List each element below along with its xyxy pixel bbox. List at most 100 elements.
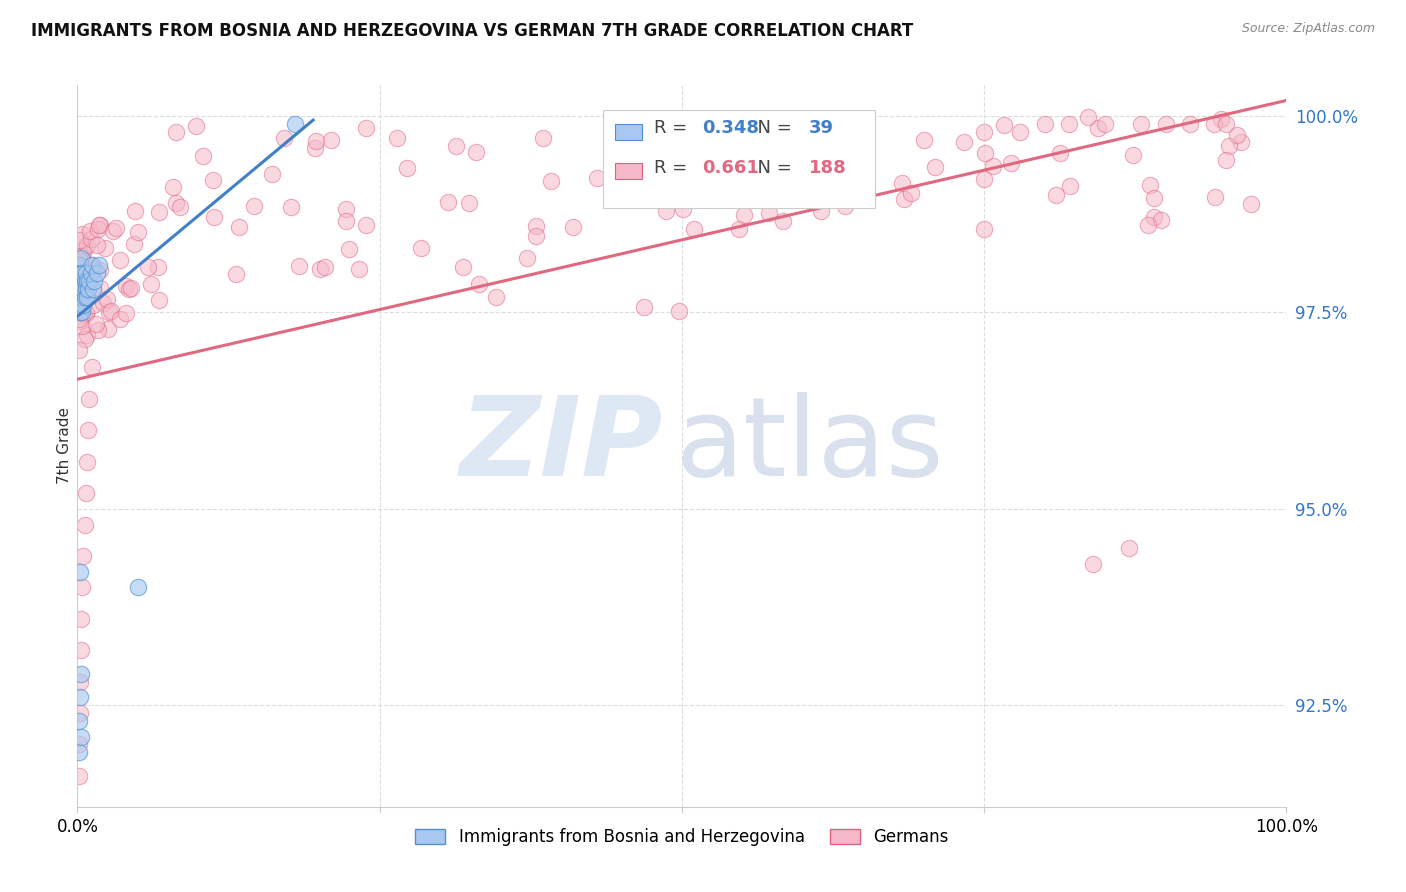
Point — [169, 200, 191, 214]
Point — [451, 260, 474, 274]
Point — [411, 241, 433, 255]
Text: 188: 188 — [808, 159, 846, 177]
Point — [309, 262, 332, 277]
Point — [70, 298, 93, 312]
Point — [75, 266, 97, 280]
Point — [1118, 541, 1140, 555]
Point — [280, 200, 302, 214]
Point — [69, 305, 91, 319]
Point — [73, 332, 96, 346]
Point — [141, 277, 163, 292]
Point — [815, 121, 838, 136]
Text: 0.348: 0.348 — [703, 120, 759, 137]
Point — [67, 266, 90, 280]
Point — [70, 580, 93, 594]
Point — [1000, 156, 1022, 170]
Point — [633, 300, 655, 314]
Point — [728, 222, 751, 236]
Point — [202, 210, 225, 224]
Point — [804, 136, 827, 150]
Point — [890, 176, 912, 190]
Point — [72, 283, 94, 297]
Point — [70, 291, 93, 305]
Point — [87, 219, 110, 233]
Point — [1136, 218, 1159, 232]
Legend: Immigrants from Bosnia and Herzegovina, Germans: Immigrants from Bosnia and Herzegovina, … — [409, 822, 955, 853]
Point — [243, 199, 266, 213]
Point — [87, 222, 110, 236]
Point — [162, 180, 184, 194]
Point — [586, 170, 609, 185]
Point — [108, 311, 131, 326]
Point — [77, 282, 100, 296]
Point — [305, 135, 328, 149]
Point — [1215, 153, 1237, 168]
Point — [772, 214, 794, 228]
Point — [76, 290, 98, 304]
Point — [165, 124, 187, 138]
Point — [70, 227, 93, 241]
Point — [70, 249, 93, 263]
Point — [437, 195, 460, 210]
Point — [80, 259, 103, 273]
Point — [69, 259, 91, 273]
Point — [228, 219, 250, 234]
Text: 0.661: 0.661 — [703, 159, 759, 177]
Point — [682, 222, 704, 236]
Point — [89, 281, 111, 295]
Point — [669, 140, 692, 154]
Point — [76, 264, 98, 278]
Point — [115, 306, 138, 320]
Point — [485, 290, 508, 304]
Point — [801, 169, 824, 184]
Point — [67, 745, 90, 759]
Point — [77, 276, 100, 290]
Text: ZIP: ZIP — [460, 392, 664, 500]
Point — [70, 666, 93, 681]
Point — [70, 730, 93, 744]
Point — [108, 253, 131, 268]
FancyBboxPatch shape — [603, 110, 876, 208]
Point — [524, 228, 547, 243]
Point — [87, 323, 110, 337]
Text: IMMIGRANTS FROM BOSNIA AND HERZEGOVINA VS GERMAN 7TH GRADE CORRELATION CHART: IMMIGRANTS FROM BOSNIA AND HERZEGOVINA V… — [31, 22, 912, 40]
Point — [284, 117, 307, 131]
Point — [70, 251, 93, 265]
Point — [981, 159, 1004, 173]
Point — [748, 186, 770, 201]
Point — [396, 161, 419, 175]
Point — [1218, 139, 1240, 153]
Point — [1202, 117, 1225, 131]
Point — [80, 232, 103, 246]
Point — [465, 145, 488, 160]
Point — [655, 204, 678, 219]
FancyBboxPatch shape — [616, 163, 643, 179]
Point — [900, 186, 922, 200]
Point — [457, 196, 479, 211]
Point — [67, 769, 90, 783]
Point — [1033, 117, 1056, 131]
Point — [76, 274, 98, 288]
Point — [1077, 111, 1099, 125]
Point — [679, 150, 702, 164]
Point — [792, 140, 814, 154]
Point — [84, 317, 107, 331]
Point — [87, 259, 110, 273]
Point — [105, 220, 128, 235]
Point — [100, 304, 122, 318]
Point — [86, 266, 108, 280]
Point — [75, 486, 97, 500]
Point — [98, 305, 121, 319]
Point — [75, 306, 97, 320]
Point — [72, 295, 94, 310]
Point — [993, 119, 1015, 133]
Point — [82, 282, 104, 296]
Point — [69, 565, 91, 579]
Point — [69, 233, 91, 247]
Point — [287, 259, 309, 273]
Point — [70, 274, 93, 288]
Point — [73, 290, 96, 304]
Point — [76, 238, 98, 252]
Point — [1122, 148, 1144, 162]
Point — [770, 185, 793, 199]
